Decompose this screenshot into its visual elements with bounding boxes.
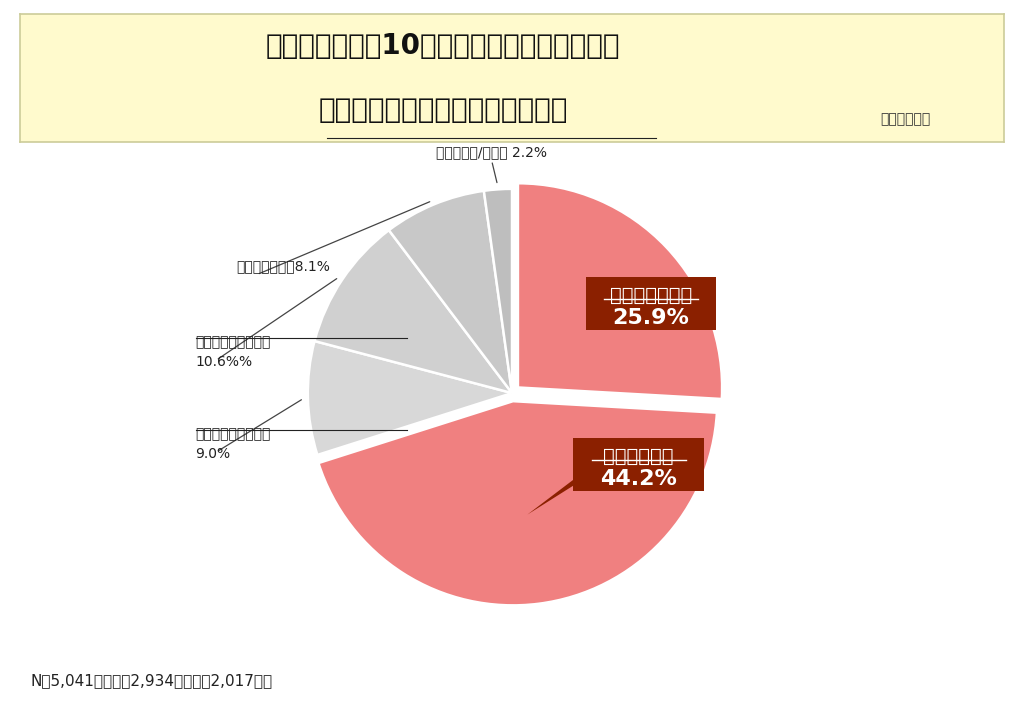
Text: 25.9%: 25.9% bbox=[612, 308, 689, 328]
Wedge shape bbox=[518, 183, 722, 399]
Wedge shape bbox=[484, 189, 512, 393]
Text: 気にならない　8.1%: 気にならない 8.1% bbox=[237, 259, 330, 274]
Text: あまり気にならない
10.6%%: あまり気にならない 10.6%% bbox=[196, 335, 271, 369]
Text: 「のどの乾燥」が気になりますか: 「のどの乾燥」が気になりますか bbox=[318, 96, 568, 124]
Wedge shape bbox=[318, 401, 717, 605]
Text: わからない/その他 2.2%: わからない/その他 2.2% bbox=[436, 145, 547, 159]
Text: １．秋から冬（10月頃～２月頃）にかけて、: １．秋から冬（10月頃～２月頃）にかけて、 bbox=[266, 32, 621, 60]
Wedge shape bbox=[389, 191, 512, 393]
Text: とても気になる: とても気になる bbox=[609, 286, 692, 305]
Text: （単一回答）: （単一回答） bbox=[880, 112, 931, 125]
FancyBboxPatch shape bbox=[586, 277, 716, 330]
Text: どちらともいえない
9.0%: どちらともいえない 9.0% bbox=[196, 428, 271, 461]
Polygon shape bbox=[601, 309, 662, 330]
Text: やや気になる: やや気になる bbox=[603, 447, 674, 466]
Wedge shape bbox=[314, 230, 512, 393]
FancyBboxPatch shape bbox=[573, 438, 703, 491]
Polygon shape bbox=[527, 438, 649, 515]
Text: 44.2%: 44.2% bbox=[600, 469, 677, 489]
Wedge shape bbox=[308, 341, 512, 455]
Text: N＝5,041名（女性2,934名・男性2,017名）: N＝5,041名（女性2,934名・男性2,017名） bbox=[31, 673, 272, 688]
